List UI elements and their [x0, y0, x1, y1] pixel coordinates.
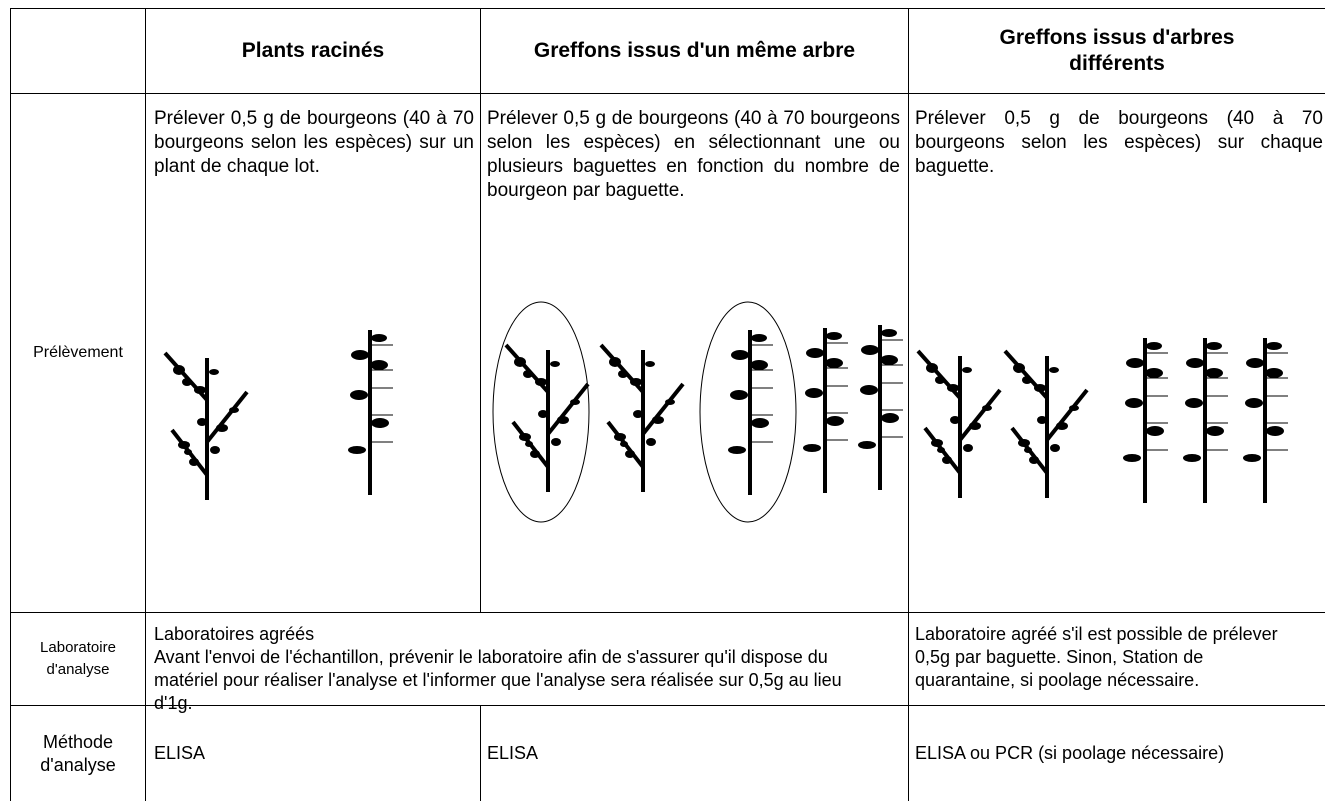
cell-line: Avant l'envoi de l'échantillon, prévenir…	[154, 647, 842, 713]
tree-icon	[163, 351, 249, 500]
cell-text: Laboratoires agréés Avant l'envoi de l'éc…	[146, 623, 908, 715]
tree-icon	[504, 343, 590, 492]
cell-text: ELISA	[487, 743, 539, 763]
cell-text: Prélever 0,5 g de bourgeons (40 à 70 bou…	[915, 108, 1323, 177]
cell-text: Laboratoire agréé s'il est possible de p…	[915, 624, 1278, 690]
circle	[492, 301, 590, 523]
circle	[699, 301, 797, 523]
tree-icon	[1003, 349, 1089, 498]
stick-icon	[726, 330, 775, 495]
stick-icon	[346, 330, 395, 495]
tree-icon	[599, 343, 685, 492]
stick-icon	[1181, 338, 1230, 503]
cell-text: ELISA ou PCR (si poolage nécessaire)	[915, 743, 1225, 763]
tree-icon	[916, 349, 1002, 498]
stick-icon	[856, 325, 905, 490]
cell-text: ELISA	[154, 743, 206, 763]
row-label: Prélèvement	[33, 344, 123, 361]
cell-text: Prélever 0,5 g de bourgeons (40 à 70 bou…	[487, 108, 900, 201]
cell-text: Prélever 0,5 g de bourgeons (40 à 70 bou…	[154, 108, 474, 177]
row-label: Laboratoire d'analyse	[40, 639, 116, 678]
column-header: Greffons issus d'un même arbre	[533, 39, 856, 62]
stick-icon	[801, 328, 850, 493]
column-header: Plants racinés	[241, 39, 385, 62]
stick-icon	[1241, 338, 1290, 503]
row-label: Méthode d'analyse	[40, 731, 116, 775]
stick-icon	[1121, 338, 1170, 503]
column-header: Greffons issus d'arbres différents	[999, 26, 1235, 75]
cell-line: Laboratoires agréés	[154, 624, 315, 644]
